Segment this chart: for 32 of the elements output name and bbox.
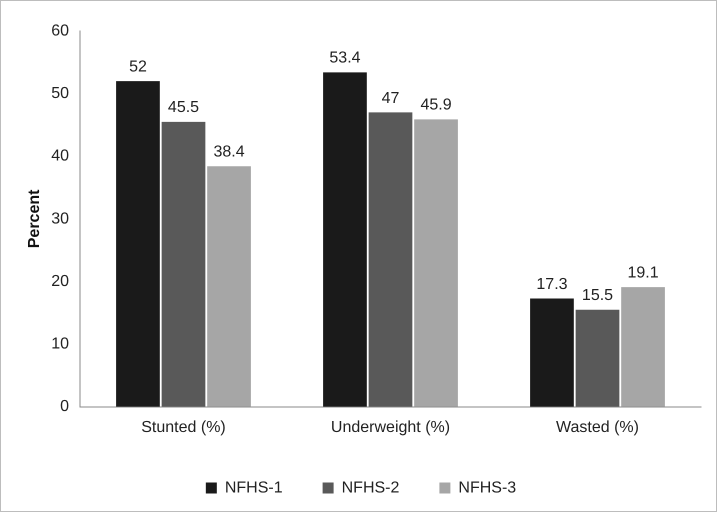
x-tick-label: Stunted (%)	[141, 418, 226, 436]
y-tick-label: 50	[51, 85, 70, 102]
data-label: 45.9	[420, 96, 452, 114]
bar	[576, 310, 620, 407]
y-tick-label: 60	[51, 22, 70, 40]
data-label: 19.1	[627, 264, 659, 282]
x-tick-label: Underweight (%)	[330, 418, 450, 436]
y-tick-label: 30	[51, 210, 70, 228]
bar	[530, 298, 574, 407]
bar	[323, 72, 367, 407]
data-label: 17.3	[536, 276, 568, 293]
data-label: 45.5	[168, 99, 200, 116]
data-label: 52	[129, 58, 147, 76]
bar	[621, 287, 665, 407]
y-tick-label: 40	[51, 148, 70, 165]
data-label: 53.4	[329, 50, 361, 67]
bar	[207, 166, 251, 407]
x-tick-label: Wasted (%)	[556, 418, 639, 436]
y-tick-label: 10	[51, 336, 70, 353]
y-axis-title: Percent	[26, 188, 44, 248]
bar	[414, 119, 458, 407]
y-tick-label: 20	[51, 272, 70, 290]
legend-label: NFHS-2	[342, 479, 400, 496]
bar	[116, 81, 160, 407]
data-label: 38.4	[213, 144, 245, 161]
legend-label: NFHS-1	[224, 479, 283, 496]
bar	[368, 112, 412, 407]
y-tick-label: 0	[60, 398, 70, 416]
bar	[162, 122, 206, 407]
data-label: 47	[382, 90, 400, 107]
data-label: 15.5	[582, 287, 614, 304]
legend-label: NFHS-3	[458, 479, 516, 496]
